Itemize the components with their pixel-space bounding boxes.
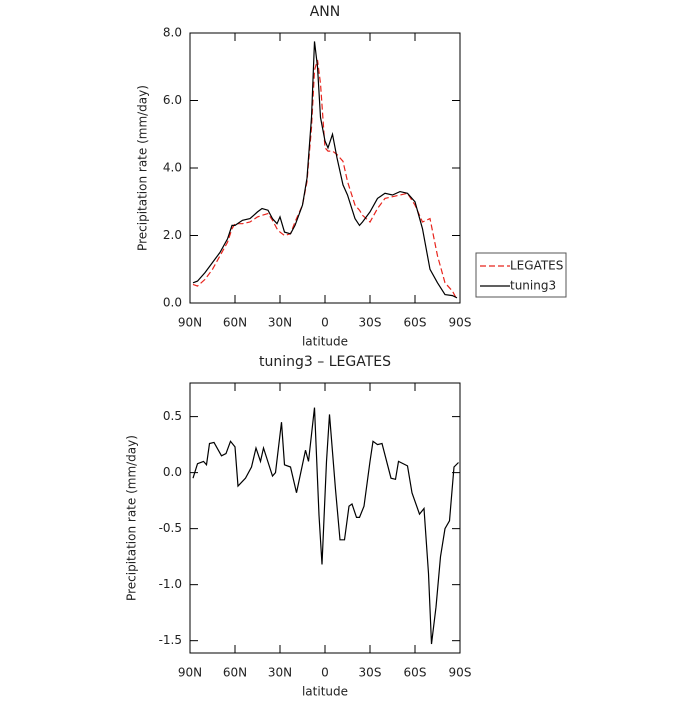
x-tick-label: 30S: [359, 316, 382, 330]
x-axis-label: latitude: [302, 685, 348, 699]
x-tick-label: 90S: [449, 316, 472, 330]
x-tick-label: 0: [321, 666, 329, 680]
y-axis-label: Precipitation rate (mm/day): [125, 435, 139, 601]
x-tick-label: 90N: [178, 316, 202, 330]
data-line: [192, 41, 458, 299]
data-line: [192, 407, 459, 645]
chart-title: tuning3 – LEGATES: [259, 354, 391, 370]
data-line: [192, 59, 458, 300]
y-tick-label: 4.0: [163, 161, 182, 175]
x-tick-label: 30N: [268, 316, 292, 330]
y-tick-label: 0.0: [163, 296, 182, 310]
y-tick-label: 8.0: [163, 26, 182, 40]
x-tick-label: 60N: [223, 316, 247, 330]
x-axis-label: latitude: [302, 335, 348, 349]
x-tick-label: 60S: [404, 666, 427, 680]
legend-label: LEGATES: [510, 259, 563, 273]
x-tick-label: 90S: [449, 666, 472, 680]
chart-title: ANN: [310, 4, 341, 20]
y-tick-label: 6.0: [163, 93, 182, 107]
y-tick-label: -0.5: [159, 521, 182, 535]
plot-frame: [189, 382, 461, 654]
legend-box: [475, 252, 567, 298]
y-tick-label: -1.5: [159, 633, 182, 647]
x-tick-label: 30S: [359, 666, 382, 680]
x-tick-label: 30N: [268, 666, 292, 680]
plot-frame: [189, 32, 461, 304]
legend-label: tuning3: [510, 279, 556, 293]
x-tick-label: 60S: [404, 316, 427, 330]
x-tick-label: 90N: [178, 666, 202, 680]
y-tick-label: 0.5: [163, 409, 182, 423]
y-axis-label: Precipitation rate (mm/day): [136, 85, 150, 251]
y-tick-label: 2.0: [163, 228, 182, 242]
y-tick-label: 0.0: [163, 465, 182, 479]
y-tick-label: -1.0: [159, 577, 182, 591]
x-tick-label: 60N: [223, 666, 247, 680]
x-tick-label: 0: [321, 316, 329, 330]
